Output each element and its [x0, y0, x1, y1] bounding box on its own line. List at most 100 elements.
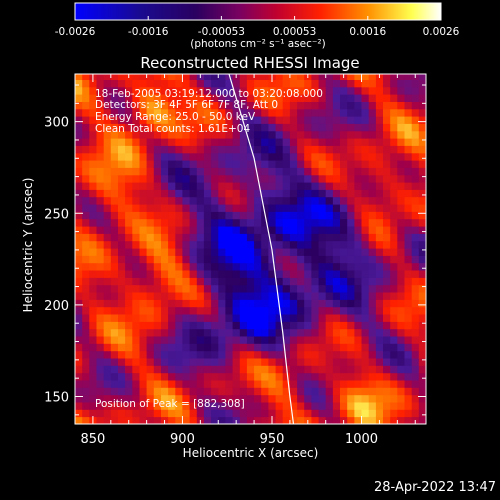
heatmap-cell	[75, 123, 83, 132]
heatmap-cell	[203, 270, 212, 278]
heatmap-cell	[275, 160, 284, 168]
heatmap-cell	[275, 402, 284, 410]
heatmap-cell	[239, 358, 248, 366]
heatmap-cell	[282, 240, 291, 249]
heatmap-cell	[75, 306, 83, 315]
heatmap-cell	[225, 152, 234, 161]
heatmap-cell	[368, 306, 377, 315]
heatmap-cell	[182, 314, 191, 322]
heatmap-cell	[153, 350, 162, 359]
heatmap-cell	[89, 167, 97, 176]
heatmap-cell	[75, 218, 83, 227]
heatmap-cell	[318, 182, 327, 190]
heatmap-cell	[268, 167, 277, 176]
heatmap-cell	[146, 182, 155, 190]
heatmap-cell	[418, 409, 426, 418]
heatmap-cell	[246, 394, 255, 403]
heatmap-cell	[404, 380, 413, 388]
heatmap-cell	[297, 94, 305, 102]
heatmap-cell	[103, 387, 112, 396]
heatmap-cell	[411, 306, 420, 315]
heatmap-cell	[103, 270, 112, 278]
heatmap-cell	[139, 328, 148, 337]
heatmap-cell	[103, 262, 112, 271]
heatmap-cell	[289, 365, 298, 374]
heatmap-cell	[340, 394, 348, 403]
heatmap-cell	[375, 145, 384, 154]
heatmap-cell	[304, 262, 312, 271]
heatmap-cell	[218, 233, 226, 242]
heatmap-cell	[146, 270, 155, 278]
heatmap-cell	[225, 350, 234, 359]
heatmap-cell	[103, 240, 112, 249]
heatmap-cell	[110, 152, 119, 161]
heatmap-cell	[161, 123, 169, 132]
heatmap-cell	[375, 409, 384, 418]
heatmap-cell	[332, 145, 341, 154]
heatmap-cell	[232, 130, 241, 139]
heatmap-cell	[404, 174, 413, 183]
heatmap-cell	[275, 138, 284, 146]
heatmap-cell	[254, 306, 262, 315]
heatmap-cell	[82, 204, 90, 212]
heatmap-cell	[304, 365, 312, 374]
heatmap-cell	[182, 145, 191, 154]
heatmap-cell	[218, 138, 226, 146]
heatmap-cell	[375, 328, 384, 337]
heatmap-cell	[103, 218, 112, 227]
heatmap-cell	[182, 174, 191, 183]
heatmap-cell	[103, 306, 112, 315]
heatmap-cell	[261, 328, 269, 337]
heatmap-cell	[254, 284, 262, 293]
heatmap-cell	[225, 86, 234, 95]
heatmap-cell	[75, 328, 83, 337]
heatmap-cell	[354, 365, 363, 374]
heatmap-cell	[218, 284, 226, 293]
heatmap-cell	[311, 160, 320, 168]
heatmap-cell	[218, 108, 226, 117]
heatmap-cell	[282, 321, 291, 330]
heatmap-cell	[218, 306, 226, 315]
heatmap-cell	[110, 336, 119, 344]
heatmap-cell	[361, 372, 370, 381]
heatmap-cell	[297, 86, 305, 95]
y-tick-label: 150	[44, 391, 69, 406]
heatmap-cell	[218, 336, 226, 344]
heatmap-cell	[375, 365, 384, 374]
heatmap-cell	[325, 314, 334, 322]
heatmap-cell	[361, 204, 370, 212]
heatmap-cell	[218, 365, 226, 374]
heatmap-cell	[125, 372, 133, 381]
heatmap-cell	[168, 402, 176, 410]
heatmap-cell	[203, 336, 212, 344]
heatmap-cell	[354, 402, 363, 410]
heatmap-cell	[282, 101, 291, 110]
heatmap-cell	[390, 306, 398, 315]
heatmap-cell	[132, 248, 140, 256]
heatmap-cell	[153, 101, 162, 110]
heatmap-cell	[118, 233, 126, 242]
heatmap-cell	[96, 130, 105, 139]
heatmap-cell	[110, 108, 119, 117]
heatmap-cell	[411, 277, 420, 286]
heatmap-cell	[332, 255, 341, 264]
heatmap-cell	[153, 196, 162, 205]
heatmap-cell	[375, 394, 384, 403]
heatmap-cell	[139, 314, 148, 322]
heatmap-cell	[175, 336, 183, 344]
heatmap-cell	[368, 255, 377, 264]
heatmap-cell	[332, 409, 341, 418]
heatmap-cell	[110, 182, 119, 190]
x-tick-label: 950	[260, 432, 285, 447]
heatmap-cell	[354, 123, 363, 132]
heatmap-cell	[311, 240, 320, 249]
heatmap-cell	[268, 174, 277, 183]
heatmap-cell	[232, 350, 241, 359]
heatmap-cell	[118, 416, 126, 424]
heatmap-cell	[404, 123, 413, 132]
heatmap-cell	[139, 321, 148, 330]
heatmap-cell	[354, 416, 363, 424]
heatmap-cell	[325, 262, 334, 271]
heatmap-cell	[311, 233, 320, 242]
heatmap-cell	[211, 123, 219, 132]
